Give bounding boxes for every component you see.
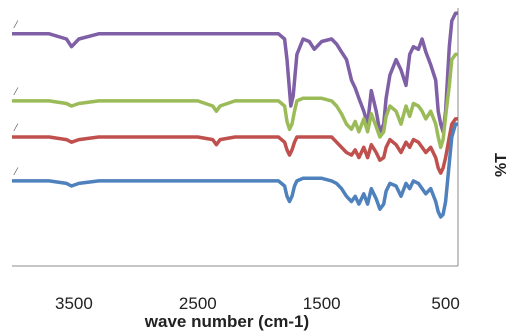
x-axis-label: wave number (cm-1) (144, 312, 309, 331)
series-marker-3: / (13, 120, 19, 134)
axes (12, 8, 459, 267)
x-tick-label: 3500 (55, 294, 93, 313)
series-marker-2: / (13, 84, 19, 98)
y-axis-label: %T (493, 153, 510, 177)
x-tick-label: 500 (431, 294, 459, 313)
x-tick-label: 1500 (303, 294, 341, 313)
series-line-3 (12, 117, 458, 175)
series-line-4 (12, 122, 458, 219)
series-layer: / / / / (12, 11, 458, 219)
x-tick-labels: 3500 2500 1500 500 (55, 294, 460, 313)
x-tick-label: 2500 (179, 294, 217, 313)
series-marker-1: / (13, 17, 19, 31)
series-line-2 (12, 52, 458, 150)
series-line-1 (12, 11, 458, 134)
series-marker-4: / (13, 164, 19, 178)
